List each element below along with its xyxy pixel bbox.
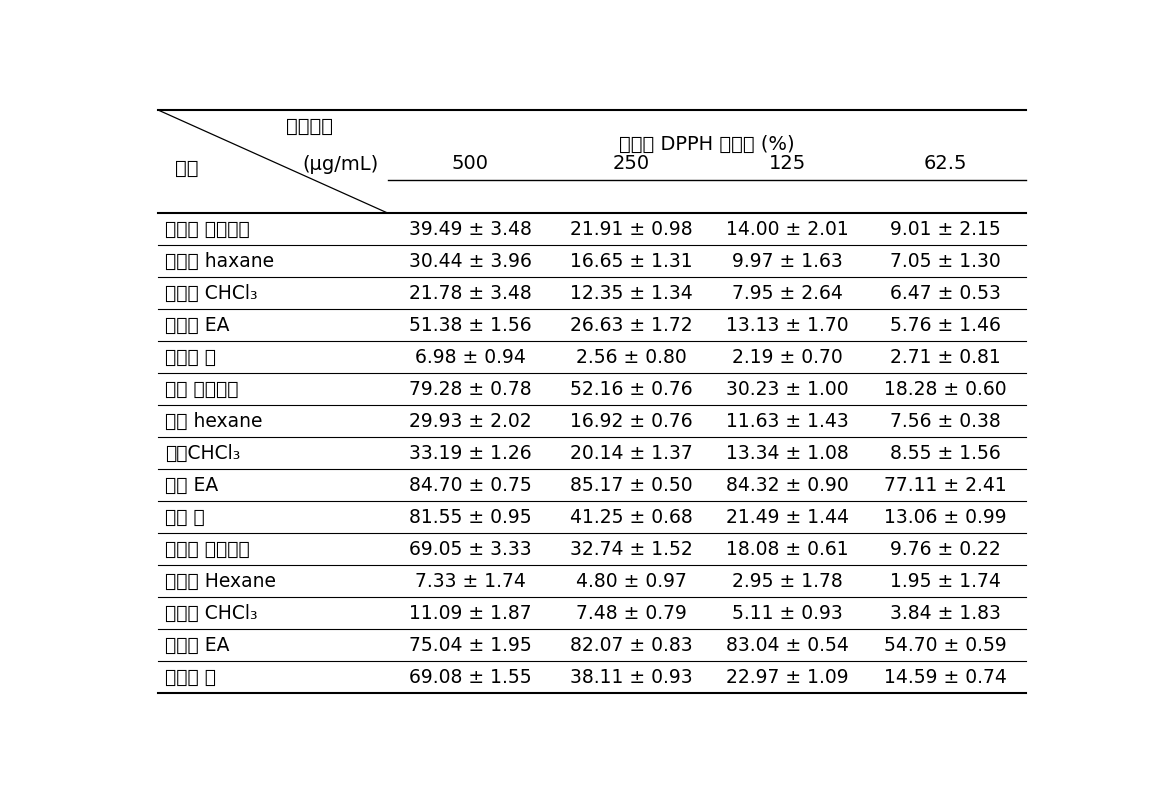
Text: 81.55 ± 0.95: 81.55 ± 0.95 bbox=[409, 507, 531, 526]
Text: 시료: 시료 bbox=[176, 159, 199, 178]
Text: 21.78 ± 3.48: 21.78 ± 3.48 bbox=[409, 283, 531, 303]
Text: 79.28 ± 0.78: 79.28 ± 0.78 bbox=[409, 380, 531, 398]
Text: 6.98 ± 0.94: 6.98 ± 0.94 bbox=[415, 348, 526, 367]
Text: 33.19 ± 1.26: 33.19 ± 1.26 bbox=[409, 443, 531, 462]
Text: 12.35 ± 1.34: 12.35 ± 1.34 bbox=[569, 283, 692, 303]
Text: 7.33 ± 1.74: 7.33 ± 1.74 bbox=[415, 571, 526, 591]
Text: 77.11 ± 2.41: 77.11 ± 2.41 bbox=[885, 476, 1007, 495]
Text: 9.01 ± 2.15: 9.01 ± 2.15 bbox=[891, 219, 1001, 238]
Text: 파파야 haxane: 파파야 haxane bbox=[165, 252, 274, 271]
Text: 공심체 Hexane: 공심체 Hexane bbox=[165, 571, 276, 591]
Text: 22.97 ± 1.09: 22.97 ± 1.09 bbox=[726, 667, 849, 686]
Text: 38.11 ± 0.93: 38.11 ± 0.93 bbox=[569, 667, 692, 686]
Text: 2.71 ± 0.81: 2.71 ± 0.81 bbox=[891, 348, 1001, 367]
Text: 5.76 ± 1.46: 5.76 ± 1.46 bbox=[891, 316, 1001, 335]
Text: 쮘리농도: 쮘리농도 bbox=[286, 118, 334, 136]
Text: 5.11 ± 0.93: 5.11 ± 0.93 bbox=[732, 604, 843, 623]
Text: 9.97 ± 1.63: 9.97 ± 1.63 bbox=[732, 252, 843, 271]
Text: 32.74 ± 1.52: 32.74 ± 1.52 bbox=[569, 540, 692, 559]
Text: 16.92 ± 0.76: 16.92 ± 0.76 bbox=[569, 412, 692, 431]
Text: 69.05 ± 3.33: 69.05 ± 3.33 bbox=[409, 540, 531, 559]
Text: 250: 250 bbox=[612, 154, 649, 173]
Text: 21.49 ± 1.44: 21.49 ± 1.44 bbox=[725, 507, 849, 526]
Text: 18.08 ± 0.61: 18.08 ± 0.61 bbox=[726, 540, 849, 559]
Text: 125: 125 bbox=[769, 154, 806, 173]
Text: 13.06 ± 0.99: 13.06 ± 0.99 bbox=[885, 507, 1007, 526]
Text: 공심체 EA: 공심체 EA bbox=[165, 636, 229, 655]
Text: 41.25 ± 0.68: 41.25 ± 0.68 bbox=[569, 507, 692, 526]
Text: 4.80 ± 0.97: 4.80 ± 0.97 bbox=[575, 571, 686, 591]
Text: 7.95 ± 2.64: 7.95 ± 2.64 bbox=[732, 283, 843, 303]
Text: 카둔 EA: 카둔 EA bbox=[165, 476, 218, 495]
Text: 7.05 ± 1.30: 7.05 ± 1.30 bbox=[891, 252, 1001, 271]
Text: 500: 500 bbox=[452, 154, 489, 173]
Text: 1.95 ± 1.74: 1.95 ± 1.74 bbox=[891, 571, 1001, 591]
Text: 공심체 조추출물: 공심체 조추출물 bbox=[165, 540, 249, 559]
Text: 69.08 ± 1.55: 69.08 ± 1.55 bbox=[409, 667, 531, 686]
Text: 84.70 ± 0.75: 84.70 ± 0.75 bbox=[409, 476, 531, 495]
Text: 파파야 EA: 파파야 EA bbox=[165, 316, 229, 335]
Text: 18.28 ± 0.60: 18.28 ± 0.60 bbox=[885, 380, 1007, 398]
Text: 26.63 ± 1.72: 26.63 ± 1.72 bbox=[569, 316, 692, 335]
Text: 농도별 DPPH 소거율 (%): 농도별 DPPH 소거율 (%) bbox=[619, 135, 795, 155]
Text: 82.07 ± 0.83: 82.07 ± 0.83 bbox=[569, 636, 692, 655]
Text: 20.14 ± 1.37: 20.14 ± 1.37 bbox=[569, 443, 692, 462]
Text: 3.84 ± 1.83: 3.84 ± 1.83 bbox=[891, 604, 1001, 623]
Text: 83.04 ± 0.54: 83.04 ± 0.54 bbox=[725, 636, 849, 655]
Text: 카둔 물: 카둔 물 bbox=[165, 507, 204, 526]
Text: 75.04 ± 1.95: 75.04 ± 1.95 bbox=[409, 636, 531, 655]
Text: 30.23 ± 1.00: 30.23 ± 1.00 bbox=[726, 380, 849, 398]
Text: 16.65 ± 1.31: 16.65 ± 1.31 bbox=[569, 252, 692, 271]
Text: 7.48 ± 0.79: 7.48 ± 0.79 bbox=[575, 604, 686, 623]
Text: 2.19 ± 0.70: 2.19 ± 0.70 bbox=[732, 348, 843, 367]
Text: 9.76 ± 0.22: 9.76 ± 0.22 bbox=[891, 540, 1001, 559]
Text: 6.47 ± 0.53: 6.47 ± 0.53 bbox=[891, 283, 1001, 303]
Text: (μg/mL): (μg/mL) bbox=[301, 155, 379, 174]
Text: 7.56 ± 0.38: 7.56 ± 0.38 bbox=[891, 412, 1001, 431]
Text: 13.13 ± 1.70: 13.13 ± 1.70 bbox=[726, 316, 849, 335]
Text: 84.32 ± 0.90: 84.32 ± 0.90 bbox=[726, 476, 849, 495]
Text: 파파야 물: 파파야 물 bbox=[165, 348, 216, 367]
Text: 13.34 ± 1.08: 13.34 ± 1.08 bbox=[726, 443, 849, 462]
Text: 85.17 ± 0.50: 85.17 ± 0.50 bbox=[569, 476, 692, 495]
Text: 14.59 ± 0.74: 14.59 ± 0.74 bbox=[885, 667, 1007, 686]
Text: 11.63 ± 1.43: 11.63 ± 1.43 bbox=[726, 412, 849, 431]
Text: 파파야 조추출물: 파파야 조추출물 bbox=[165, 219, 249, 238]
Text: 11.09 ± 1.87: 11.09 ± 1.87 bbox=[409, 604, 531, 623]
Text: 8.55 ± 1.56: 8.55 ± 1.56 bbox=[891, 443, 1001, 462]
Text: 파파야 CHCl₃: 파파야 CHCl₃ bbox=[165, 283, 258, 303]
Text: 62.5: 62.5 bbox=[924, 154, 968, 173]
Text: 카둔 조추출물: 카둔 조추출물 bbox=[165, 380, 238, 398]
Text: 공심체 물: 공심체 물 bbox=[165, 667, 216, 686]
Text: 14.00 ± 2.01: 14.00 ± 2.01 bbox=[726, 219, 849, 238]
Text: 2.95 ± 1.78: 2.95 ± 1.78 bbox=[732, 571, 843, 591]
Text: 29.93 ± 2.02: 29.93 ± 2.02 bbox=[409, 412, 531, 431]
Text: 54.70 ± 0.59: 54.70 ± 0.59 bbox=[885, 636, 1007, 655]
Text: 카둔 hexane: 카둔 hexane bbox=[165, 412, 262, 431]
Text: 51.38 ± 1.56: 51.38 ± 1.56 bbox=[409, 316, 531, 335]
Text: 공심체 CHCl₃: 공심체 CHCl₃ bbox=[165, 604, 258, 623]
Text: 52.16 ± 0.76: 52.16 ± 0.76 bbox=[569, 380, 692, 398]
Text: 2.56 ± 0.80: 2.56 ± 0.80 bbox=[575, 348, 686, 367]
Text: 카둔CHCl₃: 카둔CHCl₃ bbox=[165, 443, 240, 462]
Text: 21.91 ± 0.98: 21.91 ± 0.98 bbox=[569, 219, 692, 238]
Text: 30.44 ± 3.96: 30.44 ± 3.96 bbox=[409, 252, 531, 271]
Text: 39.49 ± 3.48: 39.49 ± 3.48 bbox=[409, 219, 531, 238]
